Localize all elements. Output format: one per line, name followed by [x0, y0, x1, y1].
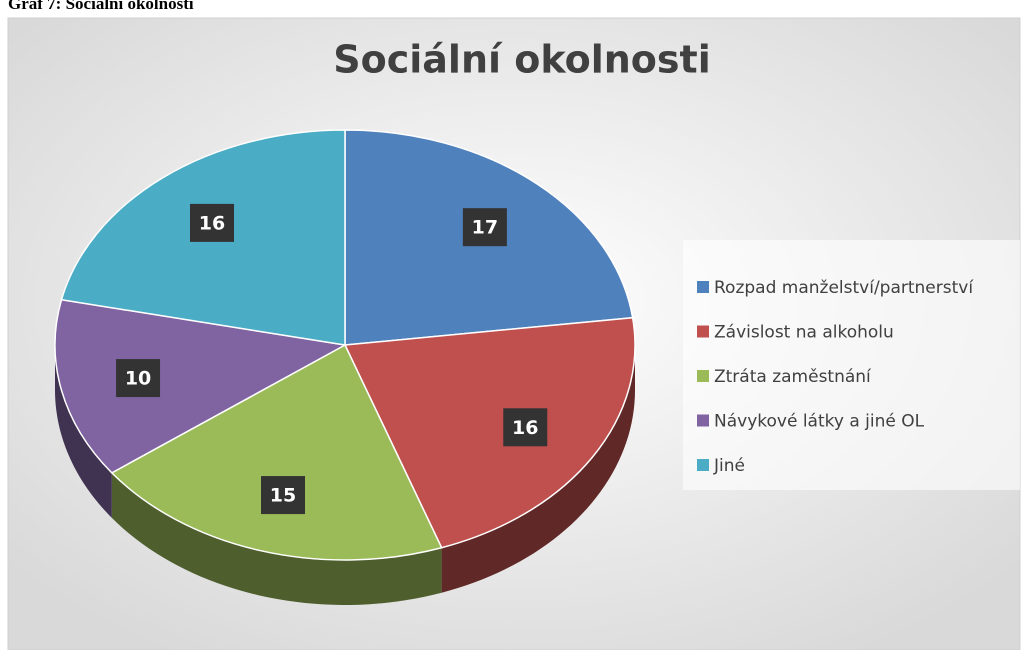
pie-side [111, 472, 442, 605]
data-label-box [462, 208, 507, 247]
legend-swatch [697, 414, 709, 427]
data-label: 10 [125, 368, 151, 390]
legend-label: Jiné [713, 456, 745, 476]
legend-label: Ztráta zaměstnání [714, 367, 872, 387]
data-label: 15 [270, 485, 296, 507]
pie-slice [54, 298, 348, 474]
pie-slice [110, 343, 443, 561]
data-label-box [116, 359, 161, 398]
data-label-box [190, 203, 235, 242]
legend-swatch [697, 459, 709, 471]
data-label: 16 [199, 212, 225, 234]
data-label-box [261, 476, 306, 515]
legend-swatch [697, 370, 709, 382]
pie-slice [343, 316, 636, 549]
legend-label: Návykové látky a jiné OL [714, 412, 925, 432]
pie-side [441, 345, 635, 593]
data-label-box [503, 408, 548, 447]
data-label: 17 [472, 217, 498, 239]
pie-side [55, 345, 112, 518]
legend-swatch [697, 325, 709, 338]
caption: Graf 7: Sociální okolnosti [8, 0, 194, 13]
chart-title: Sociální okolnosti [333, 38, 710, 82]
legend-label: Rozpad manželství/partnerství [714, 278, 974, 298]
legend-box [683, 240, 1020, 490]
legend-swatch [697, 281, 709, 293]
data-label: 16 [512, 417, 538, 439]
legend-label: Závislost na alkoholu [714, 323, 894, 343]
